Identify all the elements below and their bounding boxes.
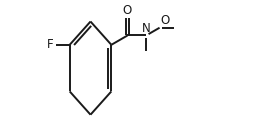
Text: O: O xyxy=(160,14,169,27)
Text: N: N xyxy=(142,22,151,35)
Text: O: O xyxy=(123,3,132,16)
Text: F: F xyxy=(47,38,53,51)
